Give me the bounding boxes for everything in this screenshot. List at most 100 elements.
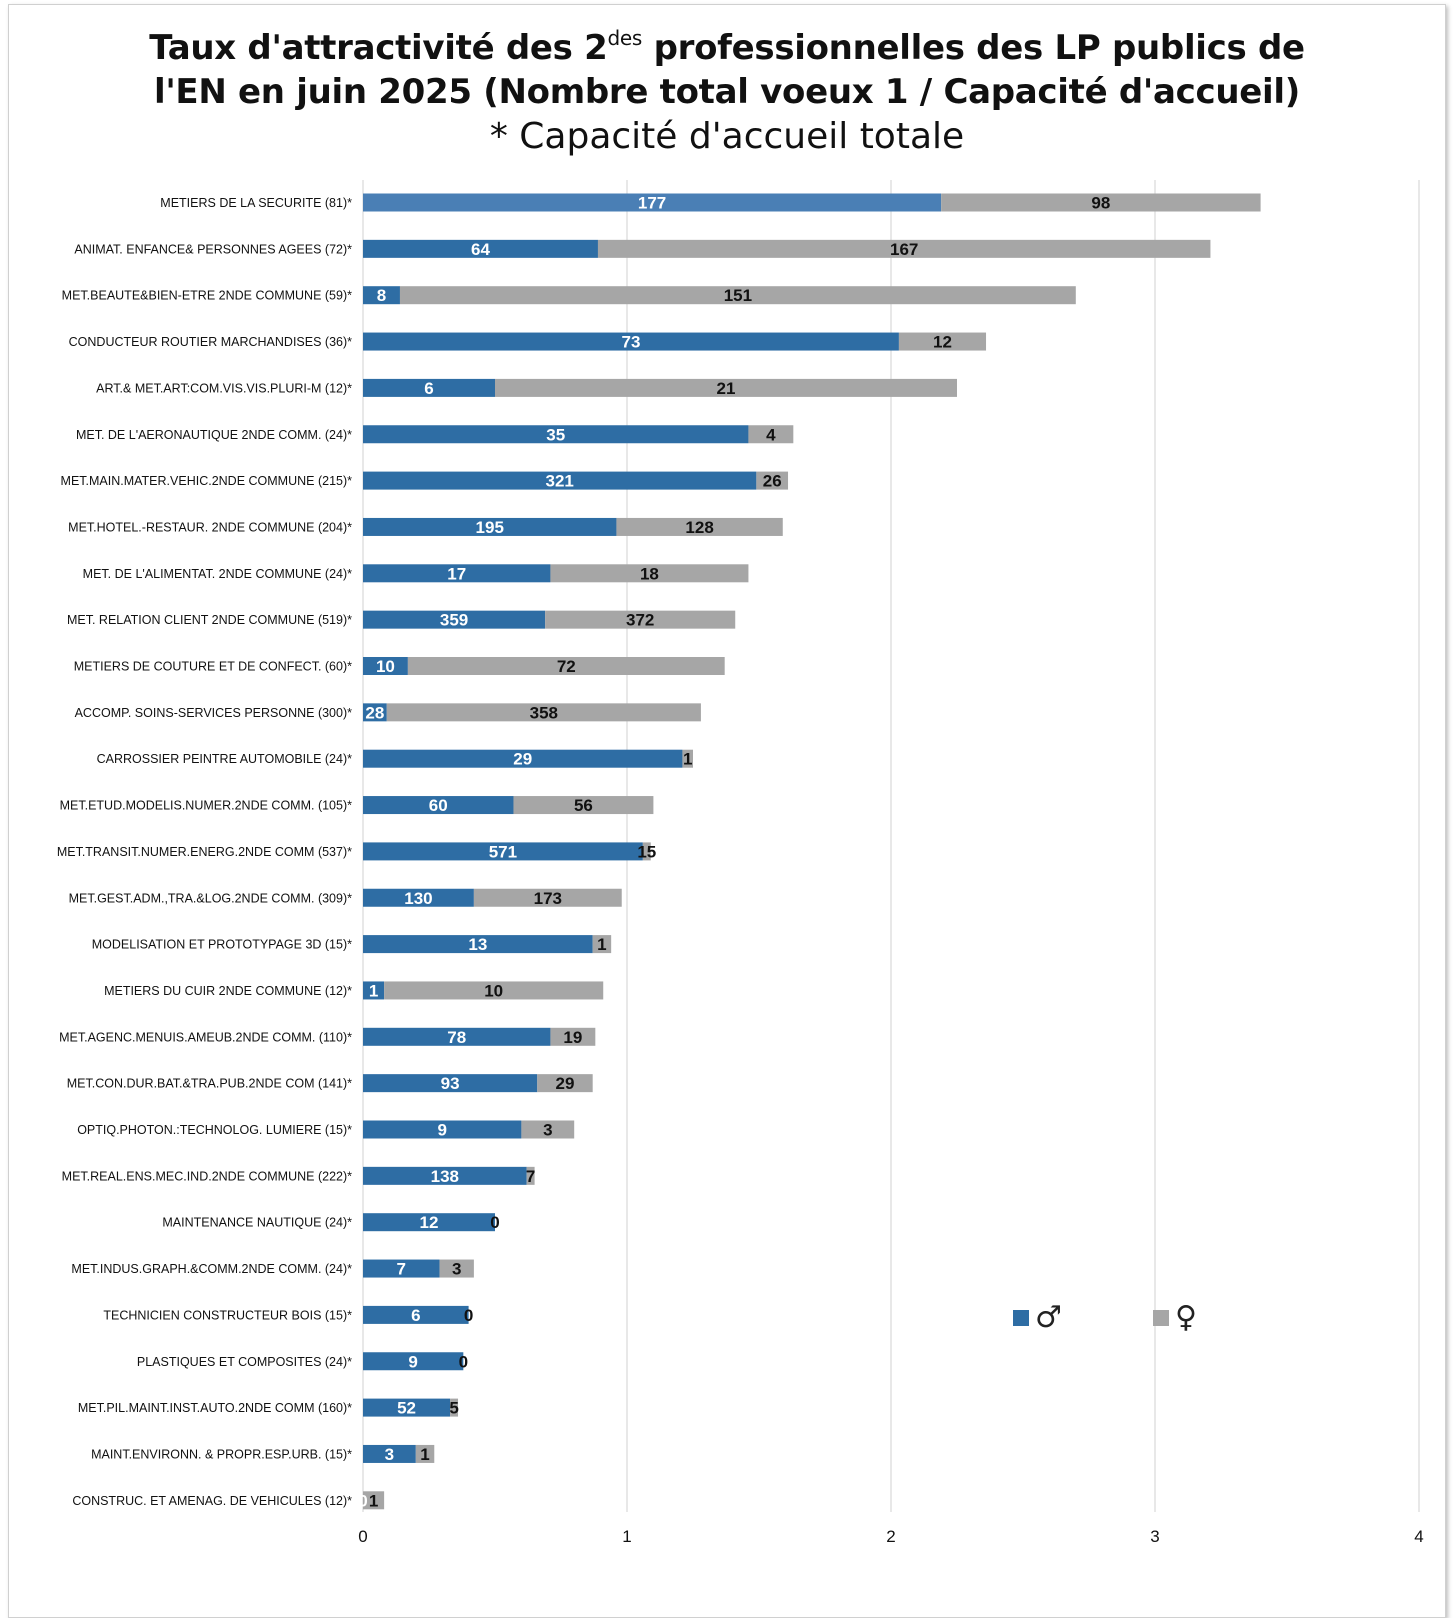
bar-male-9 — [363, 610, 546, 629]
value-label-male-19: 93 — [441, 1074, 460, 1093]
value-label-female-12: 1 — [683, 750, 692, 769]
value-label-male-12: 29 — [513, 750, 532, 769]
bar-male-26 — [363, 1398, 451, 1417]
value-label-female-22: 0 — [490, 1213, 499, 1232]
value-label-male-9: 359 — [440, 611, 468, 630]
value-label-male-0: 177 — [638, 194, 666, 213]
category-label-21: MET.REAL.ENS.MEC.IND.2NDE COMMUNE (222)* — [62, 1169, 352, 1183]
bar-female-0 — [941, 193, 1261, 212]
chart-subtitle: * Capacité d'accueil totale — [489, 116, 965, 157]
value-label-female-6: 26 — [763, 472, 782, 491]
value-label-female-9: 372 — [626, 611, 654, 630]
bar-male-27 — [363, 1444, 416, 1463]
title-prefix: Taux d'attractivité des 2 — [149, 28, 608, 68]
bar-male-3 — [363, 332, 899, 351]
category-label-15: MET.GEST.ADM.,TRA.&LOG.2NDE COMM. (309)* — [69, 891, 353, 905]
bar-female-11 — [386, 703, 701, 722]
bar-male-22 — [363, 1213, 495, 1232]
value-label-male-18: 78 — [447, 1028, 466, 1047]
bar-female-27 — [415, 1444, 435, 1463]
value-label-male-4: 6 — [424, 379, 433, 398]
bar-male-1 — [363, 239, 598, 258]
value-label-male-17: 1 — [369, 981, 378, 1000]
category-label-17: METIERS DU CUIR 2NDE COMMUNE (12)* — [104, 984, 352, 998]
x-tick-label-4: 4 — [1414, 1527, 1423, 1546]
bar-female-20 — [521, 1120, 575, 1139]
bar-male-16 — [363, 935, 593, 954]
category-label-26: MET.PIL.MAINT.INST.AUTO.2NDE COMM (160)* — [78, 1401, 352, 1415]
value-label-female-8: 18 — [640, 564, 659, 583]
bar-male-5 — [363, 425, 749, 444]
value-label-female-14: 15 — [637, 842, 656, 861]
category-label-7: MET.HOTEL.-RESTAUR. 2NDE COMMUNE (204)* — [68, 520, 352, 534]
category-label-4: ART.& MET.ART:COM.VIS.VIS.PLURI-M (12)* — [96, 381, 352, 395]
legend-item-female: ♀ — [1153, 1300, 1197, 1336]
category-label-28: CONSTRUC. ET AMENAG. DE VEHICULES (12)* — [72, 1494, 352, 1508]
category-label-12: CARROSSIER PEINTRE AUTOMOBILE (24)* — [97, 752, 353, 766]
bar-male-11 — [363, 703, 387, 722]
value-label-female-28: 1 — [369, 1491, 378, 1510]
category-label-2: MET.BEAUTE&BIEN-ETRE 2NDE COMMUNE (59)* — [62, 289, 352, 303]
legend-item-male: ♂ — [1013, 1300, 1062, 1336]
category-label-20: OPTIQ.PHOTON.:TECHNOLOG. LUMIERE (15)* — [77, 1123, 352, 1137]
bar-male-6 — [363, 471, 757, 490]
value-label-male-11: 28 — [365, 703, 384, 722]
bar-female-26 — [450, 1398, 459, 1417]
value-label-male-3: 73 — [621, 333, 640, 352]
value-label-female-23: 3 — [452, 1260, 461, 1279]
value-label-male-28: 0 — [358, 1491, 367, 1510]
bar-female-23 — [439, 1259, 474, 1278]
value-label-female-4: 21 — [717, 379, 736, 398]
category-label-14: MET.TRANSIT.NUMER.ENERG.2NDE COMM (537)* — [57, 845, 352, 859]
value-label-male-14: 571 — [489, 842, 517, 861]
value-label-female-13: 56 — [574, 796, 593, 815]
value-label-male-24: 6 — [411, 1306, 420, 1325]
bar-female-2 — [399, 286, 1076, 305]
value-label-female-16: 1 — [597, 935, 606, 954]
category-label-5: MET. DE L'AERONAUTIQUE 2NDE COMM. (24)* — [76, 428, 352, 442]
x-tick-label-0: 0 — [358, 1527, 367, 1546]
bar-male-20 — [363, 1120, 522, 1139]
female-symbol-icon: ♀ — [1175, 1300, 1197, 1335]
bar-female-19 — [537, 1074, 593, 1093]
bar-female-18 — [550, 1027, 596, 1046]
value-label-female-20: 3 — [543, 1121, 552, 1140]
category-label-18: MET.AGENC.MENUIS.AMEUB.2NDE COMM. (110)* — [59, 1030, 352, 1044]
bar-female-16 — [592, 935, 612, 954]
bar-female-14 — [642, 842, 651, 861]
bar-female-4 — [495, 378, 957, 397]
value-label-male-8: 17 — [447, 564, 466, 583]
value-label-male-15: 130 — [404, 889, 432, 908]
x-tick-label-1: 1 — [622, 1527, 631, 1546]
category-label-8: MET. DE L'ALIMENTAT. 2NDE COMMUNE (24)* — [83, 567, 352, 581]
bar-male-12 — [363, 749, 683, 768]
value-label-female-26: 5 — [449, 1399, 458, 1418]
value-label-female-5: 4 — [766, 425, 776, 444]
bar-male-15 — [363, 888, 474, 907]
value-label-female-27: 1 — [420, 1445, 429, 1464]
category-label-10: METIERS DE COUTURE ET DE CONFECT. (60)* — [74, 660, 352, 674]
value-label-female-1: 167 — [890, 240, 918, 259]
value-label-female-15: 173 — [534, 889, 562, 908]
bar-male-17 — [363, 981, 385, 1000]
category-label-9: MET. RELATION CLIENT 2NDE COMMUNE (519)* — [67, 613, 352, 627]
bar-female-15 — [473, 888, 622, 907]
chart-frame — [8, 4, 1446, 1618]
gridlines — [362, 180, 1420, 1512]
category-label-0: METIERS DE LA SECURITE (81)* — [160, 196, 352, 210]
value-label-male-26: 52 — [397, 1399, 416, 1418]
category-label-22: MAINTENANCE NAUTIQUE (24)* — [162, 1216, 352, 1230]
bar-female-9 — [545, 610, 736, 629]
value-label-male-13: 60 — [429, 796, 448, 815]
bar-male-10 — [363, 657, 408, 675]
value-label-male-22: 12 — [420, 1213, 439, 1232]
category-label-24: TECHNICIEN CONSTRUCTEUR BOIS (15)* — [103, 1308, 352, 1322]
value-label-female-11: 358 — [530, 703, 558, 722]
bar-female-3 — [898, 332, 987, 351]
bar-female-28 — [363, 1491, 385, 1510]
category-labels: METIERS DE LA SECURITE (81)* ANIMAT. ENFA… — [57, 196, 352, 1508]
category-label-19: MET.CON.DUR.BAT.&TRA.PUB.2NDE COM (141)* — [67, 1077, 352, 1091]
bar-male-7 — [363, 517, 617, 536]
